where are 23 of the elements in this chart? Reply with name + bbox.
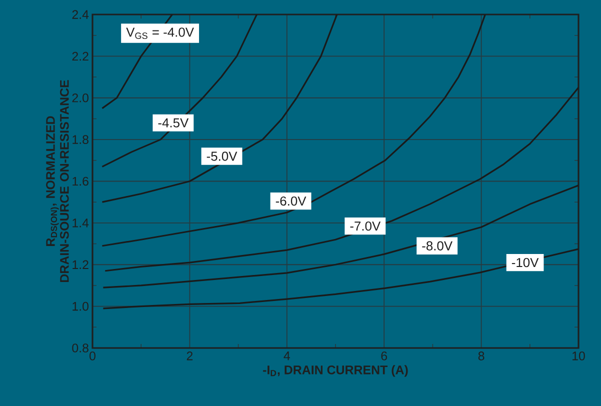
x-tick-label: 0 (90, 352, 96, 360)
y-tick-label: 1.8 (72, 135, 88, 144)
y-tick-label: 2.0 (72, 93, 88, 102)
x-axis-title: -I$_{D}$, DRAIN CURRENT (A) (263, 365, 408, 377)
annotation: -6.0V (276, 196, 306, 206)
annotation: -10V (512, 258, 539, 268)
annotation: -5.0V (206, 152, 238, 161)
annotation: -8.0V (422, 241, 452, 250)
y-tick-label: 1.2 (72, 260, 88, 269)
y-tick-label: 1.6 (72, 176, 88, 186)
annotation: V$_{GS}$ = -4.0V (126, 28, 194, 39)
y-tick-label: 0.8 (72, 344, 88, 352)
x-tick-label: 2 (186, 352, 193, 360)
y-tick-label: 2.2 (72, 52, 88, 61)
x-tick-label: 6 (381, 352, 388, 360)
y-tick-label: 2.4 (72, 10, 89, 19)
x-tick-label: 8 (478, 352, 484, 360)
y-tick-label: 1.0 (72, 302, 88, 311)
y-tick-label: 1.4 (72, 218, 89, 228)
annotation: -4.5V (158, 118, 189, 128)
x-tick-label: 4 (284, 352, 290, 360)
annotation: -7.0V (350, 221, 381, 231)
x-tick-label: 10 (572, 352, 585, 360)
